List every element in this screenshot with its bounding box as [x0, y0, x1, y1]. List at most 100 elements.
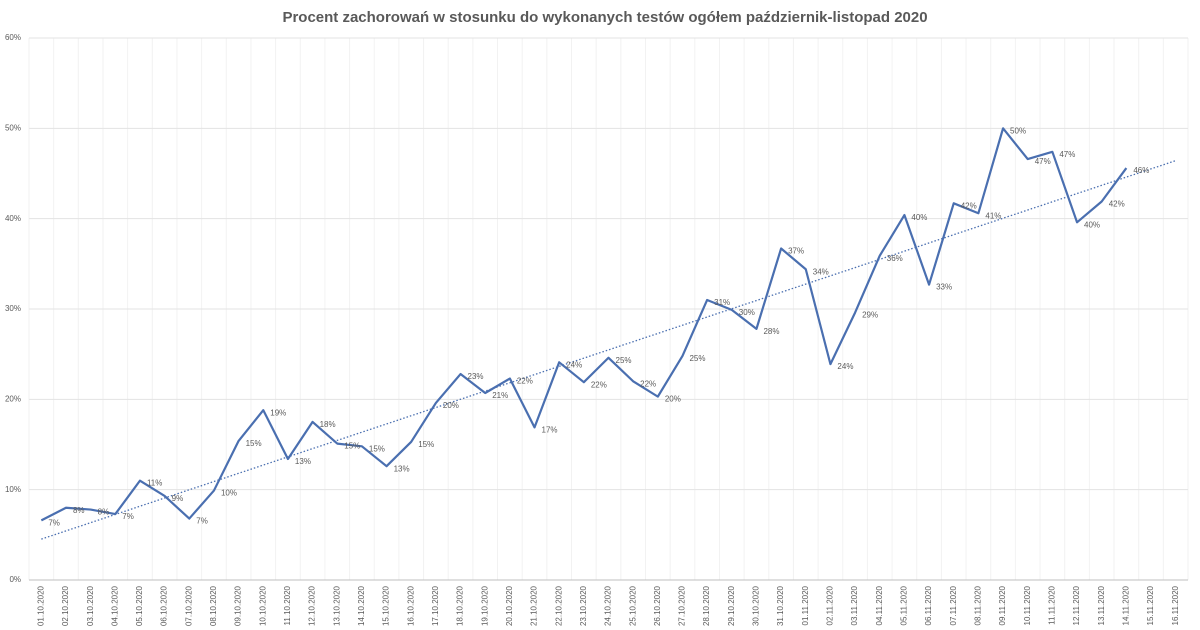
data-label: 9%: [172, 494, 184, 503]
data-label: 25%: [689, 354, 705, 363]
x-tick-label: 19.10.2020: [480, 585, 489, 626]
y-tick-label: 0%: [9, 575, 21, 584]
x-tick-label: 03.10.2020: [86, 585, 95, 626]
x-tick-label: 11.11.2020: [1047, 585, 1056, 624]
x-tick-label: 27.10.2020: [678, 585, 687, 626]
trendline: [41, 160, 1176, 540]
x-tick-label: 21.10.2020: [530, 585, 539, 626]
x-tick-label: 24.10.2020: [604, 585, 613, 626]
data-label: 37%: [788, 247, 804, 256]
x-tick-label: 07.10.2020: [184, 585, 193, 626]
data-label: 24%: [566, 360, 582, 369]
x-tick-label: 31.10.2020: [776, 585, 785, 626]
data-label: 15%: [246, 439, 262, 448]
x-tick-label: 20.10.2020: [505, 585, 514, 626]
x-tick-label: 26.10.2020: [653, 585, 662, 626]
data-label: 40%: [911, 213, 927, 222]
data-label: 21%: [492, 391, 508, 400]
data-label: 22%: [640, 379, 656, 388]
x-tick-label: 16.10.2020: [406, 585, 415, 626]
x-tick-label: 10.11.2020: [1023, 585, 1032, 625]
data-label: 42%: [961, 201, 977, 210]
x-tick-label: 15.10.2020: [382, 585, 391, 626]
data-label: 24%: [837, 362, 853, 371]
data-label: 18%: [320, 420, 336, 429]
chart-title: Procent zachorowań w stosunku do wykonan…: [282, 9, 927, 26]
data-label: 41%: [985, 211, 1001, 220]
x-tick-label: 09.11.2020: [998, 585, 1007, 625]
data-label: 31%: [714, 298, 730, 307]
x-tick-label: 02.11.2020: [826, 585, 835, 625]
data-label: 30%: [739, 308, 755, 317]
data-label: 19%: [270, 408, 286, 417]
x-tick-label: 06.11.2020: [924, 585, 933, 625]
data-label: 47%: [1059, 150, 1075, 159]
x-tick-label: 08.11.2020: [974, 585, 983, 625]
line-series: [40, 127, 1128, 522]
x-tick-label: 05.11.2020: [900, 585, 909, 625]
data-label: 8%: [73, 506, 85, 515]
y-tick-label: 20%: [5, 394, 21, 403]
x-tick-label: 25.10.2020: [628, 585, 637, 626]
y-tick-label: 60%: [5, 33, 21, 42]
x-tick-label: 03.11.2020: [850, 585, 859, 625]
data-label: 23%: [468, 372, 484, 381]
y-tick-label: 10%: [5, 485, 21, 494]
x-tick-label: 02.10.2020: [61, 585, 70, 626]
data-label: 33%: [936, 283, 952, 292]
x-tick-label: 12.10.2020: [308, 585, 317, 626]
x-tick-label: 12.11.2020: [1072, 585, 1081, 625]
x-tick-label: 15.11.2020: [1146, 585, 1155, 625]
x-tick-label: 05.10.2020: [135, 585, 144, 626]
data-label: 22%: [591, 380, 607, 389]
data-label: 36%: [887, 254, 903, 263]
y-tick-label: 30%: [5, 304, 21, 313]
x-tick-label: 23.10.2020: [579, 585, 588, 626]
x-tick-label: 06.10.2020: [160, 585, 169, 626]
y-tick-label: 50%: [5, 123, 21, 132]
data-label: 40%: [1084, 220, 1100, 229]
x-tick-label: 14.11.2020: [1121, 585, 1130, 625]
x-tick-label: 13.10.2020: [332, 585, 341, 626]
x-tick-label: 16.11.2020: [1171, 585, 1180, 625]
data-label: 13%: [295, 457, 311, 466]
x-tick-label: 04.10.2020: [110, 585, 119, 626]
data-label: 7%: [196, 517, 208, 526]
x-tick-label: 04.11.2020: [875, 585, 884, 625]
x-tick-label: 17.10.2020: [431, 585, 440, 626]
data-label: 7%: [122, 512, 134, 521]
data-label: 47%: [1035, 157, 1051, 166]
x-tick-label: 28.10.2020: [702, 585, 711, 626]
data-label: 15%: [344, 442, 360, 451]
x-tick-label: 13.11.2020: [1097, 585, 1106, 625]
x-tick-label: 01.11.2020: [801, 585, 810, 625]
data-label: 28%: [763, 327, 779, 336]
data-label: 25%: [616, 356, 632, 365]
data-label: 29%: [862, 311, 878, 320]
x-tick-label: 18.10.2020: [456, 585, 465, 626]
data-label: 34%: [813, 267, 829, 276]
data-label: 15%: [369, 444, 385, 453]
x-tick-label: 10.10.2020: [258, 585, 267, 626]
data-label: 13%: [394, 464, 410, 473]
data-label: 11%: [147, 479, 162, 488]
data-label: 7%: [48, 518, 60, 527]
x-tick-label: 07.11.2020: [949, 585, 958, 625]
x-tick-label: 01.10.2020: [36, 585, 45, 626]
data-label: 15%: [418, 440, 434, 449]
x-tick-label: 29.10.2020: [727, 585, 736, 626]
data-label: 17%: [542, 425, 558, 434]
x-tick-label: 08.10.2020: [209, 585, 218, 626]
x-tick-label: 22.10.2020: [554, 585, 563, 626]
data-label: 42%: [1109, 200, 1125, 209]
data-label: 50%: [1010, 126, 1026, 135]
data-label: 10%: [221, 489, 237, 498]
x-tick-label: 09.10.2020: [234, 585, 243, 626]
x-tick-label: 11.10.2020: [283, 585, 292, 625]
x-tick-label: 14.10.2020: [357, 585, 366, 626]
data-label: 8%: [98, 508, 110, 517]
x-tick-label: 30.10.2020: [752, 585, 761, 626]
data-label: 46%: [1133, 166, 1149, 175]
data-label: 20%: [443, 401, 459, 410]
